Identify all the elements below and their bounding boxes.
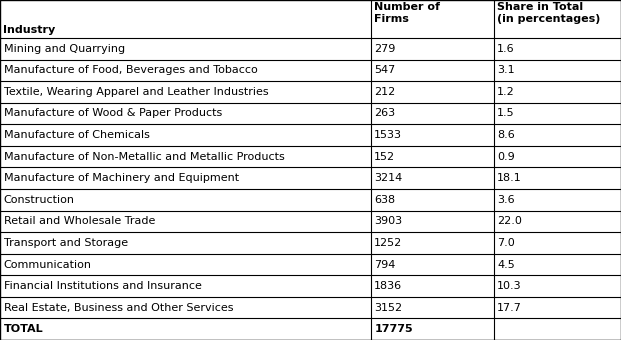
Text: Construction: Construction xyxy=(4,195,75,205)
Text: 3.1: 3.1 xyxy=(497,65,515,75)
Text: Share in Total
(in percentages): Share in Total (in percentages) xyxy=(497,2,601,24)
Text: 279: 279 xyxy=(374,44,396,54)
Text: Manufacture of Machinery and Equipment: Manufacture of Machinery and Equipment xyxy=(4,173,238,183)
Text: 18.1: 18.1 xyxy=(497,173,522,183)
Text: 0.9: 0.9 xyxy=(497,152,515,162)
Text: TOTAL: TOTAL xyxy=(4,324,43,334)
Text: 3214: 3214 xyxy=(374,173,402,183)
Text: 1533: 1533 xyxy=(374,130,402,140)
Text: 152: 152 xyxy=(374,152,396,162)
Text: Mining and Quarrying: Mining and Quarrying xyxy=(4,44,125,54)
Text: 22.0: 22.0 xyxy=(497,216,522,226)
Text: 3152: 3152 xyxy=(374,303,402,313)
Text: 1836: 1836 xyxy=(374,281,402,291)
Text: 1252: 1252 xyxy=(374,238,402,248)
Text: 17775: 17775 xyxy=(374,324,413,334)
Text: 212: 212 xyxy=(374,87,396,97)
Text: Manufacture of Wood & Paper Products: Manufacture of Wood & Paper Products xyxy=(4,108,222,119)
Text: Industry: Industry xyxy=(4,25,56,35)
Text: 547: 547 xyxy=(374,65,396,75)
Text: Manufacture of Food, Beverages and Tobacco: Manufacture of Food, Beverages and Tobac… xyxy=(4,65,257,75)
Text: 4.5: 4.5 xyxy=(497,259,515,270)
Text: 263: 263 xyxy=(374,108,396,119)
Text: 10.3: 10.3 xyxy=(497,281,522,291)
Text: 638: 638 xyxy=(374,195,396,205)
Text: Number of
Firms: Number of Firms xyxy=(374,2,440,24)
Text: Real Estate, Business and Other Services: Real Estate, Business and Other Services xyxy=(4,303,233,313)
Text: Financial Institutions and Insurance: Financial Institutions and Insurance xyxy=(4,281,201,291)
Text: 3.6: 3.6 xyxy=(497,195,515,205)
Text: Transport and Storage: Transport and Storage xyxy=(4,238,128,248)
Text: Communication: Communication xyxy=(4,259,91,270)
Text: 3903: 3903 xyxy=(374,216,402,226)
Text: 8.6: 8.6 xyxy=(497,130,515,140)
Text: 794: 794 xyxy=(374,259,396,270)
Text: Manufacture of Non-Metallic and Metallic Products: Manufacture of Non-Metallic and Metallic… xyxy=(4,152,284,162)
Text: Textile, Wearing Apparel and Leather Industries: Textile, Wearing Apparel and Leather Ind… xyxy=(4,87,268,97)
Text: 1.2: 1.2 xyxy=(497,87,515,97)
Text: 7.0: 7.0 xyxy=(497,238,515,248)
Text: 17.7: 17.7 xyxy=(497,303,522,313)
Text: 1.6: 1.6 xyxy=(497,44,515,54)
Text: 1.5: 1.5 xyxy=(497,108,515,119)
Text: Retail and Wholesale Trade: Retail and Wholesale Trade xyxy=(4,216,155,226)
Text: Manufacture of Chemicals: Manufacture of Chemicals xyxy=(4,130,150,140)
